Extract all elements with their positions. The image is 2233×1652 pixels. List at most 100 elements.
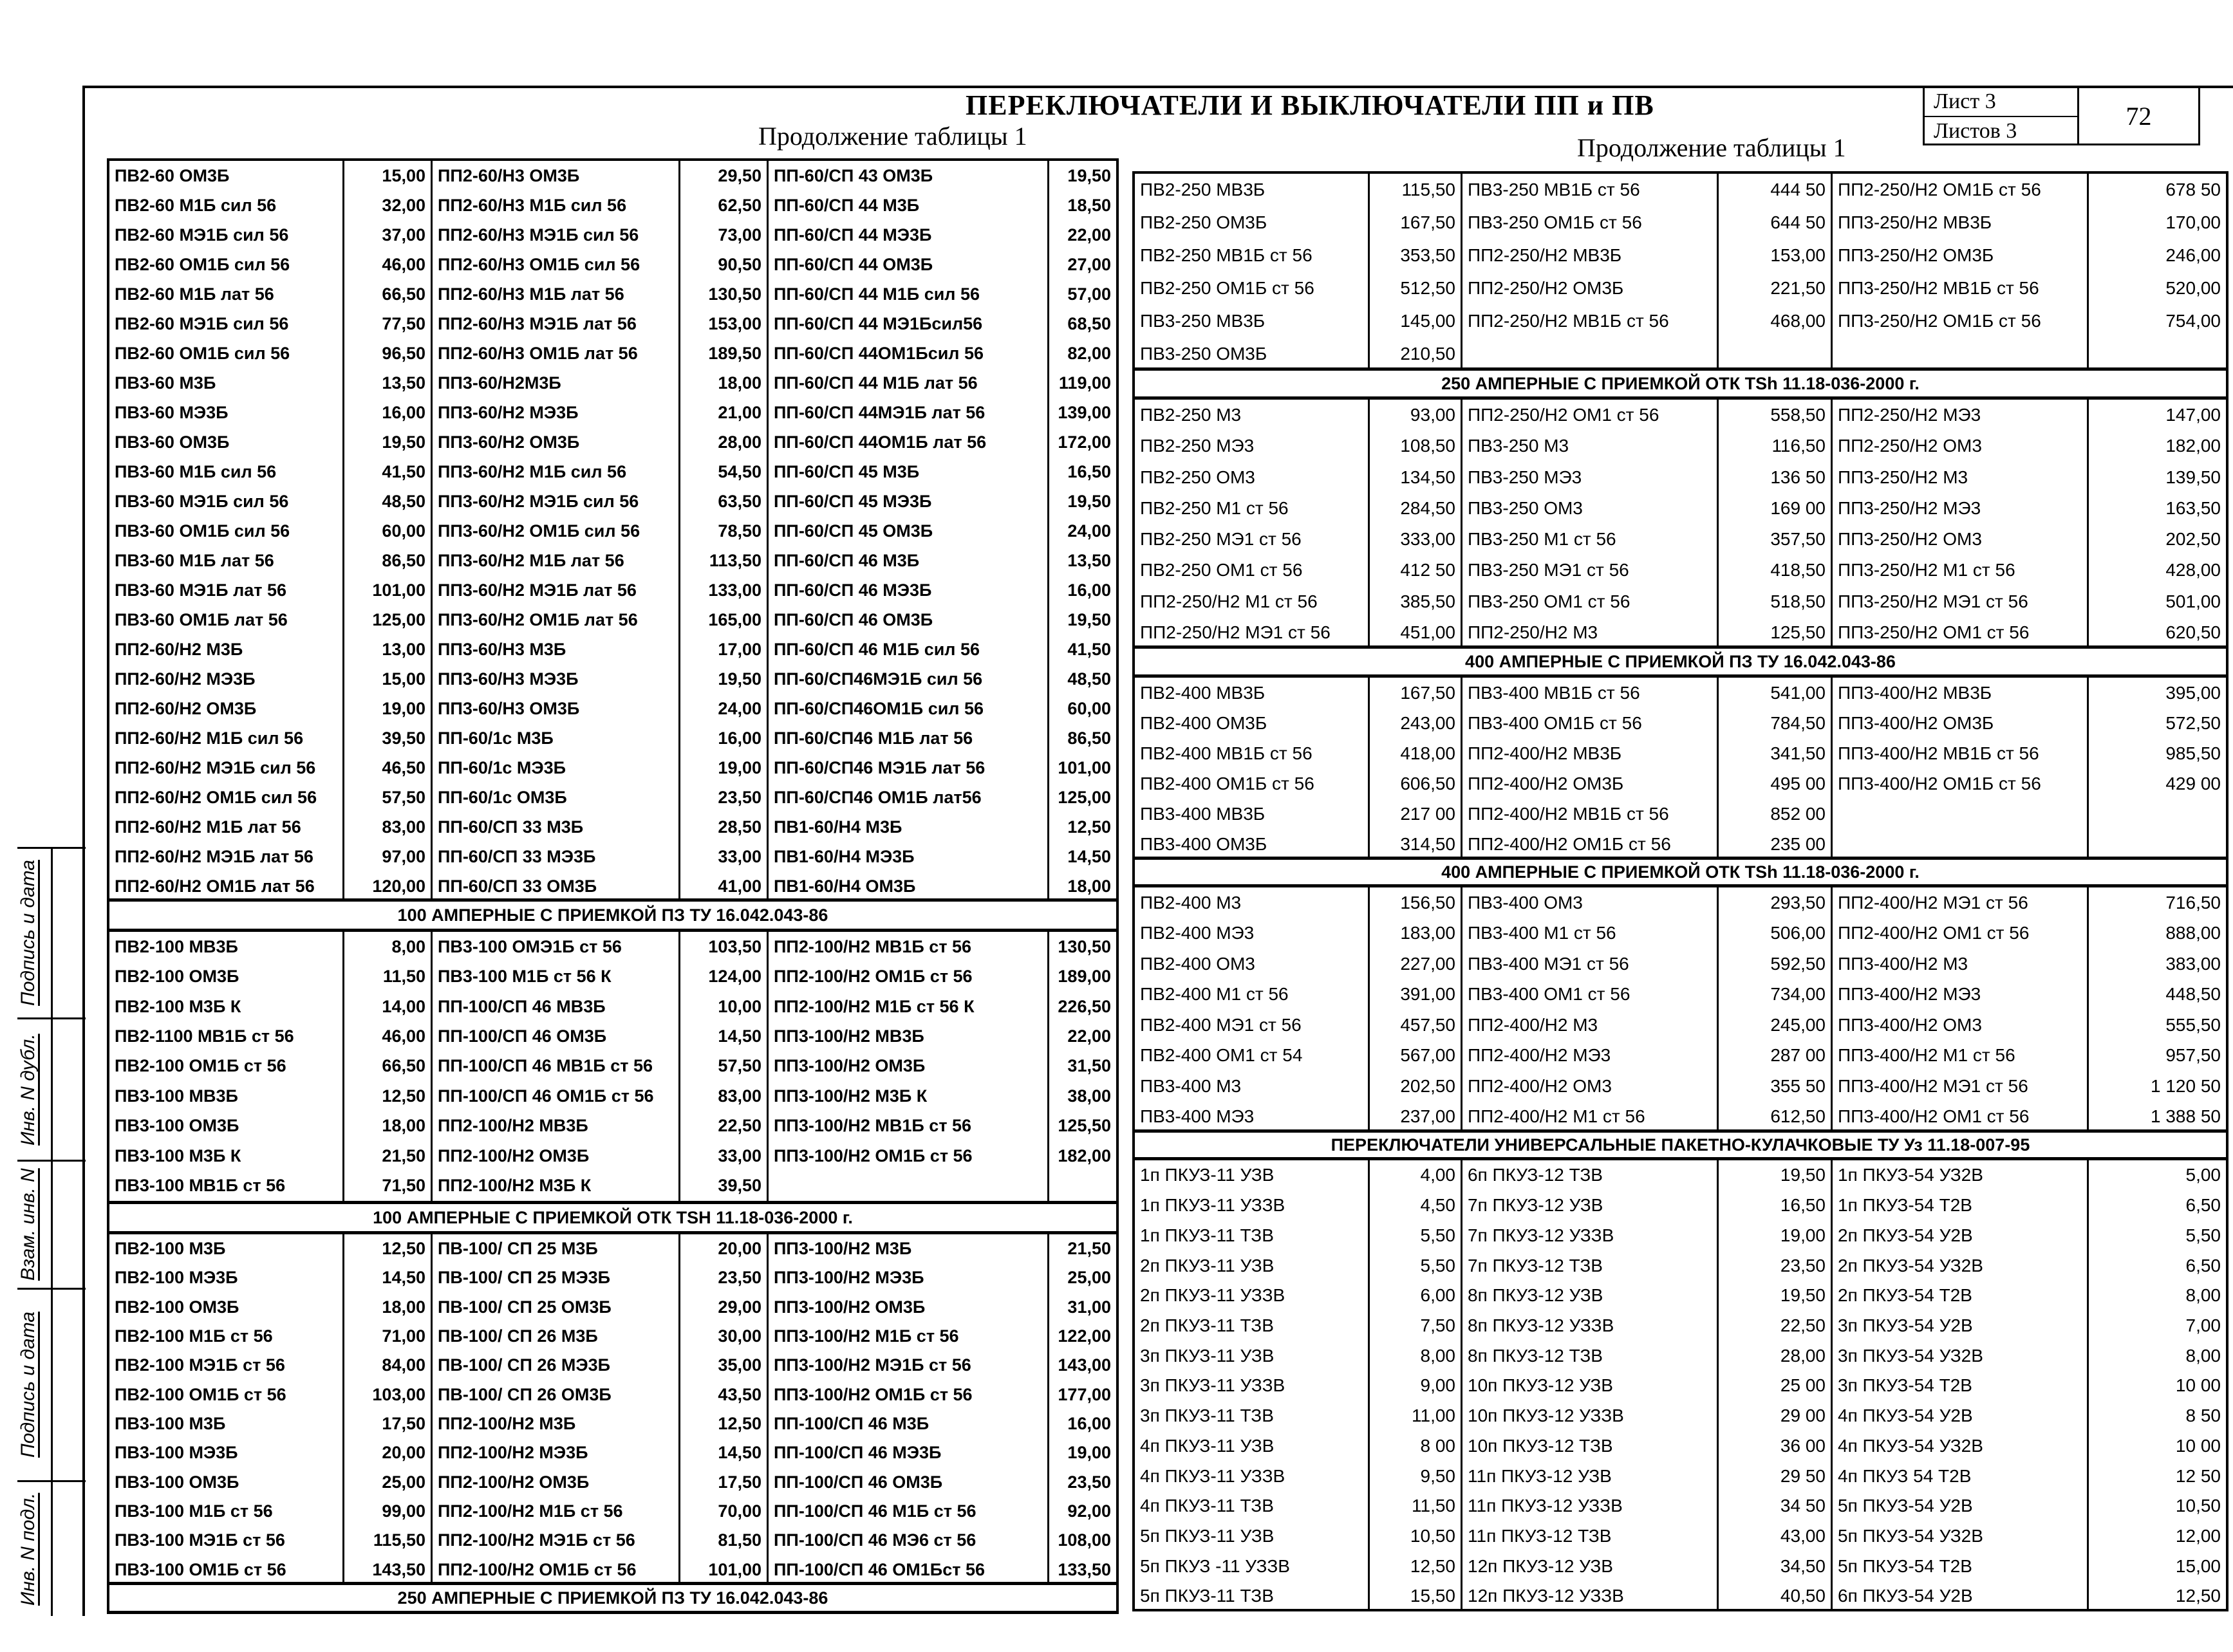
product-name-cell: 11п ПКУЗ-12 УЗЗВ — [1462, 1490, 1719, 1521]
price-cell: 8,00 — [1370, 1341, 1462, 1371]
product-name-cell: ПП2-60/Н2 МЭ1Б сил 56 — [109, 753, 344, 783]
product-name-cell: ПВ3-250 МВ1Б ст 56 — [1462, 174, 1719, 207]
product-name-cell: ПП2-400/Н2 ОМ1 ст 56 — [1833, 918, 2089, 949]
price-cell — [1719, 337, 1833, 370]
price-cell: 541,00 — [1719, 678, 1833, 708]
price-cell: 122,00 — [1058, 1326, 1111, 1346]
price-cell: 41,00 — [680, 871, 769, 901]
price-cell: 108,50 — [1370, 431, 1462, 462]
product-name-cell: ПВ2-100 МВ3Б — [109, 932, 344, 962]
price-cell: 18,50 — [1067, 195, 1111, 215]
table-row: ПВ2-100 М3Б К 14,00 ПП-100/СП 46 МВ3Б 10,00… — [109, 991, 1116, 1022]
table-row: ПВ2-400 М3 156,50 ПВ3-400 ОМ3 293,50 ПП2-400… — [1135, 887, 2226, 918]
table-row: ПВ3-60 МЭ1Б лат 56 101,00 ПП3-60/Н2 МЭ1Б л… — [109, 575, 1116, 605]
section-rows: 1п ПКУЗ-11 УЗВ 4,00 6п ПКУЗ-12 ТЗВ 19,50 1п … — [1135, 1160, 2226, 1611]
product-name-cell: ПП2-250/Н2 ОМ3 — [1833, 431, 2089, 462]
price-cell: 852 00 — [1719, 799, 1833, 829]
product-name-cell: 5п ПКУЗ-54 УЗ2В — [1833, 1521, 2089, 1552]
price-cell: 217 00 — [1370, 799, 1462, 829]
product-name-cell: ПП3-60/Н2 МЭ3Б — [433, 398, 680, 427]
price-cell: 16,00 — [680, 723, 769, 753]
price-cell: 17,00 — [680, 635, 769, 664]
price-cell: 5,50 — [2185, 1225, 2221, 1245]
stamp-label: Подпись и дата — [17, 1312, 39, 1458]
table-row: 1п ПКУЗ-11 ТЗВ 5,50 7п ПКУЗ-12 УЗЗВ 19,00 2п… — [1135, 1220, 2226, 1251]
product-name-cell: ПП3-60/Н3 М3Б — [433, 635, 680, 664]
product-name-cell: ПП2-250/Н2 ОМ3Б — [1462, 272, 1719, 305]
table-row: ПВ2-100 МЭ3Б 14,50 ПВ-100/ СП 25 МЭ3Б 23,50… — [109, 1263, 1116, 1293]
price-cell: 15,00 — [344, 664, 433, 694]
price-cell: 115,50 — [1370, 174, 1462, 207]
price-cell: 227,00 — [1370, 949, 1462, 979]
product-name-cell: ПП3-250/Н2 МЭ1 ст 56 — [1833, 586, 2089, 617]
price-cell: 784,50 — [1719, 708, 1833, 738]
price-cell: 29 50 — [1719, 1461, 1833, 1491]
price-cell: 68,50 — [1067, 313, 1111, 333]
table-row: ПП2-60/Н2 М1Б лат 56 83,00 ПП-60/СП 33 М3Б… — [109, 812, 1116, 842]
table-row: ПВ3-100 ОМ3Б 18,00 ПП2-100/Н2 МВ3Б 22,50 ПП3… — [109, 1111, 1116, 1142]
product-name-cell: 5п ПКУЗ-11 УЗВ — [1135, 1521, 1370, 1552]
product-name-cell: 4п ПКУЗ 54 Т2В — [1833, 1461, 2089, 1491]
price-cell: 125,50 — [1058, 1116, 1111, 1136]
product-name-cell: ПП-60/СП 33 МЭ3Б — [433, 842, 680, 871]
product-name-cell: ПП-60/СП 46 М3Б — [769, 546, 1049, 575]
product-name-cell: 2п ПКУЗ-11 УЗЗВ — [1135, 1280, 1370, 1311]
product-name-cell: ПП2-60/Н3 ОМ1Б сил 56 — [433, 250, 680, 279]
price-cell: 21,50 — [344, 1141, 433, 1171]
product-name-cell: ПВ2-60 МЭ1Б сил 56 — [109, 220, 344, 250]
product-name-cell: ПВ2-250 МЭ1 ст 56 — [1135, 524, 1370, 555]
table-row: 2п ПКУЗ-11 УЗВ 5,50 7п ПКУЗ-12 ТЗВ 23,50 2п … — [1135, 1250, 2226, 1281]
product-name-cell: ПП2-60/Н3 ОМ3Б — [433, 161, 680, 190]
table-row: ПВ3-60 М3Б 13,50 ПП3-60/Н2М3Б 18,00 ПП-60/СП… — [109, 368, 1116, 398]
product-name-cell: 10п ПКУЗ-12 ТЗВ — [1462, 1431, 1719, 1462]
product-name-cell: ПП-60/СП 33 ОМ3Б — [433, 871, 680, 901]
product-name-cell: ПП2-60/Н3 М1Б лат 56 — [433, 279, 680, 309]
product-name-cell: ПП3-60/Н2 ОМ1Б лат 56 — [433, 605, 680, 635]
product-name-cell: ПВ2-100 МЭ3Б — [109, 1263, 344, 1293]
price-cell: 221,50 — [1719, 272, 1833, 305]
price-cell: 99,00 — [344, 1496, 433, 1527]
product-name-cell: ПВ2-100 ОМ1Б ст 56 — [109, 1380, 344, 1409]
product-name-cell: ПП-100/СП 46 ОМ1Бст 56 — [769, 1555, 1049, 1584]
product-name-cell: 12п ПКУЗ-12 УЗЗВ — [1462, 1581, 1719, 1611]
price-cell: 36 00 — [1719, 1431, 1833, 1462]
price-cell: 57,50 — [680, 1051, 769, 1082]
product-name-cell: ПВ3-60 ОМ3Б — [109, 427, 344, 457]
price-cell: 6,50 — [2185, 1255, 2221, 1276]
product-name-cell: 7п ПКУЗ-12 УЗВ — [1462, 1190, 1719, 1221]
product-name-cell: ПП-100/СП 46 ОМ1Б ст 56 — [433, 1081, 680, 1111]
product-name-cell: ПП-60/1с ОМ3Б — [433, 783, 680, 812]
product-name-cell: ПВ3-400 ОМ1 ст 56 — [1462, 979, 1719, 1010]
table-row: ПВ3-100 ОМ1Б ст 56 143,50 ПП2-100/Н2 ОМ1Б … — [109, 1555, 1116, 1584]
price-cell: 23,50 — [1067, 1472, 1111, 1492]
price-cell: 572,50 — [2165, 712, 2221, 733]
section-rows: ПВ2-60 ОМ3Б 15,00 ПП2-60/Н3 ОМ3Б 29,50 ПП-60… — [109, 161, 1116, 901]
price-cell: 133,50 — [1058, 1559, 1111, 1579]
product-name-cell: ПВ2-100 М3Б К — [109, 991, 344, 1022]
product-name-cell: ПП-60/СП 46 М1Б сил 56 — [769, 635, 1049, 664]
sheet-info-box: Лист 3 Листов 3 — [1923, 86, 2079, 145]
price-cell: 620,50 — [2165, 622, 2221, 642]
table-row: ПВ2-100 ОМ1Б ст 56 103,00 ПВ-100/ СП 26 ОМ… — [109, 1380, 1116, 1409]
price-cell: 139,50 — [2165, 467, 2221, 487]
table-row: ПП2-60/Н2 МЭ3Б 15,00 ПП3-60/Н3 МЭ3Б 19,50 ПП… — [109, 664, 1116, 694]
table-row: ПВ2-250 МЭ1 ст 56 333,00 ПВ3-250 М1 ст 56 3… — [1135, 524, 2226, 555]
product-name-cell: ПП3-100/Н2 М3Б К — [769, 1081, 1049, 1111]
price-cell: 428,00 — [2165, 560, 2221, 580]
product-name-cell: 6п ПКУЗ-12 ТЗВ — [1462, 1160, 1719, 1191]
price-cell: 8 50 — [2185, 1406, 2221, 1426]
price-cell: 287 00 — [1719, 1040, 1833, 1071]
product-name-cell: ПП2-250/Н2 М3 — [1462, 617, 1719, 648]
product-name-cell: ПП-100/СП 46 МВ3Б — [433, 991, 680, 1022]
price-cell: 29 00 — [1719, 1400, 1833, 1431]
product-name-cell: ПП3-60/Н2 ОМ1Б сил 56 — [433, 516, 680, 546]
product-name-cell — [1833, 799, 2089, 829]
section-400a-pz: 400 АМПЕРНЫЕ С ПРИЕМКОЙ ПЗ ТУ 16.042.043… — [1135, 645, 2226, 859]
price-cell: 124,00 — [680, 961, 769, 992]
price-cell: 19,00 — [1719, 1220, 1833, 1251]
table-row: ПП2-60/Н2 МЭ1Б сил 56 46,50 ПП-60/1с МЭ3Б 1… — [109, 753, 1116, 783]
price-cell: 284,50 — [1370, 492, 1462, 524]
product-name-cell: ПП-60/СП 45 ОМ3Б — [769, 516, 1049, 546]
price-cell: 13,50 — [1067, 550, 1111, 570]
product-name-cell: ПП-60/СП 43 ОМ3Б — [769, 161, 1049, 190]
